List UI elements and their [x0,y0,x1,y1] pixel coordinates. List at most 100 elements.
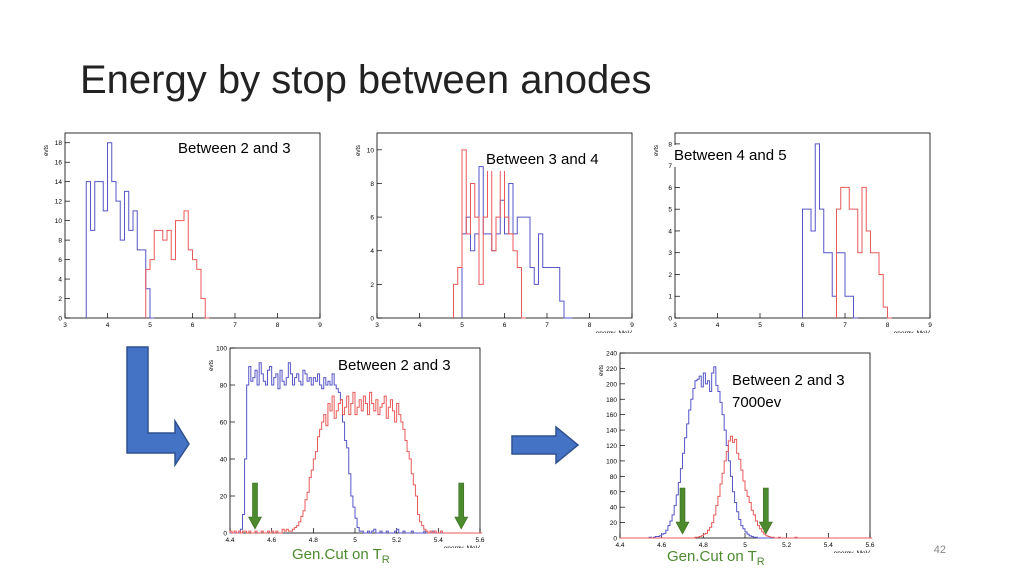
x-tick-label: 3 [375,322,379,329]
label-p4: Between 2 and 3 [338,355,451,377]
y-tick-label: 0 [58,316,62,323]
y-tick-label: 60 [220,420,228,427]
l-arrow-icon [126,346,190,467]
gencut-text-left: Gen.Cut on T [292,546,382,563]
y-tick-label: 6 [668,185,672,192]
y-tick-label: 4 [58,277,62,284]
down-arrow-icon [247,482,263,530]
y-tick-label: 20 [220,494,228,501]
series-red [836,186,892,319]
x-tick-label: 8 [588,322,592,329]
series-red [620,435,873,539]
y-axis-label: evts [44,145,50,156]
series-blue [230,362,483,534]
x-tick-label: 4 [418,322,422,329]
x-tick-label: 5 [758,322,762,329]
x-axis-label: energy, MeV [834,550,871,553]
down-arrow-icon [675,487,690,535]
y-tick-label: 120 [606,443,617,450]
y-tick-label: 240 [606,351,617,358]
x-tick-label: 4.6 [657,542,666,549]
y-tick-label: 0 [613,536,617,543]
x-tick-label: 5 [353,537,357,544]
y-tick-label: 14 [55,179,63,186]
series-blue [85,142,155,319]
page-number: 42 [933,544,946,556]
y-tick-label: 80 [610,474,618,481]
x-tick-label: 5.2 [782,542,791,549]
slide-title: Energy by stop between anodes [80,58,652,102]
y-axis-label: evts [654,145,660,156]
x-tick-label: 4 [106,322,110,329]
y-tick-label: 3 [668,250,672,257]
x-tick-label: 7 [233,322,237,329]
x-tick-label: 5.2 [392,537,401,544]
x-tick-label: 5.6 [865,542,874,549]
y-tick-label: 200 [606,381,617,388]
x-tick-label: 8 [276,322,280,329]
y-tick-label: 40 [220,457,228,464]
x-tick-label: 6 [191,322,195,329]
x-tick-label: 4.8 [309,537,318,544]
y-tick-label: 220 [606,366,617,373]
gencut-label-right: Gen.Cut on TR [667,548,765,568]
y-tick-label: 1 [668,294,672,301]
y-tick-label: 5 [668,207,672,214]
x-tick-label: 9 [318,322,322,329]
y-tick-label: 8 [58,238,62,245]
gencut-text-right: Gen.Cut on T [667,548,757,565]
x-tick-label: 8 [886,322,890,329]
y-tick-label: 160 [606,412,617,419]
y-tick-label: 80 [220,383,228,390]
series-red [229,391,483,534]
label-p5-title: Between 2 and 3 [732,372,845,389]
x-tick-label: 3 [673,322,677,329]
y-tick-label: 18 [55,140,63,147]
y-axis-label: evts [599,365,605,376]
x-axis-label: energy, MeV [596,330,633,333]
x-tick-label: 7 [843,322,847,329]
y-tick-label: 6 [58,257,62,264]
y-tick-label: 4 [370,248,374,255]
plot-frame [64,132,321,319]
x-tick-label: 4.4 [615,542,624,549]
y-tick-label: 12 [55,199,63,206]
y-tick-label: 4 [668,228,672,235]
y-axis-label: evts [209,360,215,371]
gencut-sub-right: R [756,556,765,568]
x-axis-label: energy, MeV [444,545,481,548]
x-tick-label: 3 [63,322,67,329]
x-tick-label: 5.4 [824,542,833,549]
gencut-sub-left: R [381,554,390,566]
y-tick-label: 0 [668,316,672,323]
x-tick-label: 5 [743,542,747,549]
y-axis-label: evts [356,145,362,156]
y-tick-label: 10 [55,218,63,225]
down-arrow-icon [454,482,469,530]
label-p3: Between 4 and 5 [674,145,787,167]
x-tick-label: 4.4 [225,537,234,544]
y-tick-label: 10 [367,147,375,154]
y-tick-label: 2 [58,296,62,303]
y-tick-label: 180 [606,397,617,404]
x-tick-label: 9 [928,322,932,329]
x-tick-label: 6 [503,322,507,329]
x-axis-label: energy, MeV [894,330,931,333]
y-tick-label: 60 [610,489,618,496]
right-arrow-icon [511,425,580,465]
y-tick-label: 2 [370,282,374,289]
y-tick-label: 20 [610,520,618,527]
label-p5: Between 2 and 3 7000ev [732,370,845,414]
down-arrow-icon [758,487,773,535]
histogram-between-2-and-3-zoom: 0 20 40 60 80 100 4.4 4.6 4.8 5 5.2 5.4 5.6 evts energ… [209,346,485,549]
x-tick-label: 7 [545,322,549,329]
series-blue [802,143,858,319]
label-p2: Between 3 and 4 [486,149,599,171]
label-p1: Between 2 and 3 [178,138,291,160]
x-tick-label: 4.8 [699,542,708,549]
x-tick-label: 4 [716,322,720,329]
x-tick-label: 4.6 [267,537,276,544]
series-blue [461,166,573,319]
y-tick-label: 0 [370,316,374,323]
x-tick-label: 5.6 [475,537,484,544]
